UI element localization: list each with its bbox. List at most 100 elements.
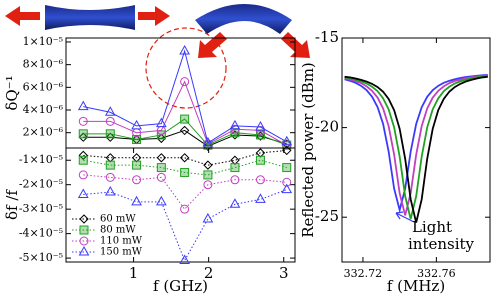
series-line	[344, 75, 488, 223]
annotation: intensity	[408, 235, 475, 253]
x-tick-label: 332.72	[344, 267, 383, 280]
legend-marker	[79, 214, 89, 224]
series-line	[344, 74, 488, 214]
marker	[255, 155, 265, 165]
marker	[255, 121, 266, 131]
marker	[282, 145, 292, 156]
y-tick-label: -25	[315, 207, 339, 225]
y-tick-label: -4×10⁻⁵	[19, 227, 63, 240]
series-line	[83, 129, 287, 147]
stretched-block	[45, 5, 135, 30]
marker	[78, 150, 88, 161]
marker	[77, 188, 89, 198]
marker	[282, 163, 292, 173]
marker	[105, 172, 115, 182]
y-tick-label: 2×10⁻⁶	[23, 126, 64, 139]
marker	[105, 116, 115, 126]
marker	[155, 117, 167, 128]
marker	[78, 129, 88, 139]
legend-marker	[79, 236, 89, 246]
legend-label: 150 mW	[100, 247, 143, 258]
marker	[131, 195, 142, 206]
marker	[104, 106, 116, 116]
marker	[105, 160, 115, 170]
marker	[156, 163, 166, 173]
marker	[202, 136, 214, 147]
y-tick-label: -2×10⁻⁵	[19, 178, 63, 191]
series-line	[344, 74, 488, 216]
marker	[132, 134, 142, 144]
y-tick-label: -5×10⁻⁵	[19, 251, 63, 264]
marker	[203, 180, 213, 190]
y-tick-label: -15	[315, 28, 339, 46]
marker	[281, 135, 293, 146]
icons	[5, 4, 310, 109]
marker	[230, 175, 240, 185]
highlight-circle	[145, 27, 227, 109]
marker	[179, 153, 190, 163]
marker	[255, 175, 265, 185]
y-tick-label: 4×10⁻⁶	[23, 103, 64, 116]
x-tick-label: 3	[279, 264, 289, 282]
marker	[156, 133, 167, 144]
y-tick-label: -1×10⁻⁵	[19, 153, 63, 166]
marker	[282, 177, 292, 187]
legend-marker	[78, 245, 90, 256]
marker	[255, 148, 266, 158]
y-tick-label: -3×10⁻⁵	[19, 202, 63, 215]
x-tick-label: 2	[204, 264, 214, 282]
marker	[203, 141, 213, 152]
marker	[179, 254, 190, 265]
annotation: Light	[412, 218, 452, 236]
series-line	[83, 189, 287, 262]
y-tick-label: 6×10⁻⁶	[23, 80, 64, 93]
marker	[255, 193, 266, 203]
marker	[179, 125, 190, 136]
marker	[156, 172, 166, 182]
series-line	[83, 80, 287, 146]
y-axis-title: Reflected power (dBm)	[299, 62, 317, 238]
marker	[180, 77, 190, 87]
y-tick-label: 1×10⁻⁵	[23, 35, 63, 48]
y-tick-label: -20	[315, 118, 339, 136]
marker	[105, 129, 115, 139]
arrow-right	[138, 6, 170, 26]
series-line	[344, 75, 488, 220]
marker	[229, 198, 241, 208]
annotation-arrow	[395, 211, 415, 223]
marker	[105, 132, 116, 142]
marker	[78, 132, 88, 142]
marker	[78, 155, 88, 165]
marker	[155, 195, 167, 206]
marker	[180, 204, 190, 214]
marker	[203, 160, 213, 170]
marker	[230, 155, 240, 165]
y-tick-label: 8×10⁻⁶	[23, 58, 64, 71]
marker	[180, 167, 190, 177]
legend-label: 60 mW	[100, 214, 136, 225]
series-line	[83, 118, 287, 146]
y-axis-title: δf /f	[3, 189, 21, 220]
marker	[78, 170, 88, 180]
marker	[104, 186, 116, 196]
x-tick-label: 1	[129, 264, 139, 282]
marker	[156, 130, 166, 140]
marker	[105, 153, 116, 163]
marker	[132, 175, 142, 185]
marker	[229, 119, 241, 130]
marker	[132, 160, 142, 170]
marker	[230, 163, 240, 173]
bent-block	[195, 4, 292, 34]
series-line	[83, 174, 287, 210]
arrow-down-left	[198, 32, 227, 58]
legend-label: 110 mW	[100, 236, 143, 247]
marker	[131, 119, 142, 130]
marker	[179, 45, 190, 55]
legend-label: 80 mW	[100, 225, 136, 236]
x-axis-title: f (GHz)	[153, 277, 208, 295]
y-axis-title: δQ⁻¹	[3, 75, 21, 110]
marker	[77, 100, 89, 111]
x-tick-label: 332.76	[417, 267, 456, 280]
marker	[180, 114, 190, 124]
marker	[281, 183, 293, 194]
